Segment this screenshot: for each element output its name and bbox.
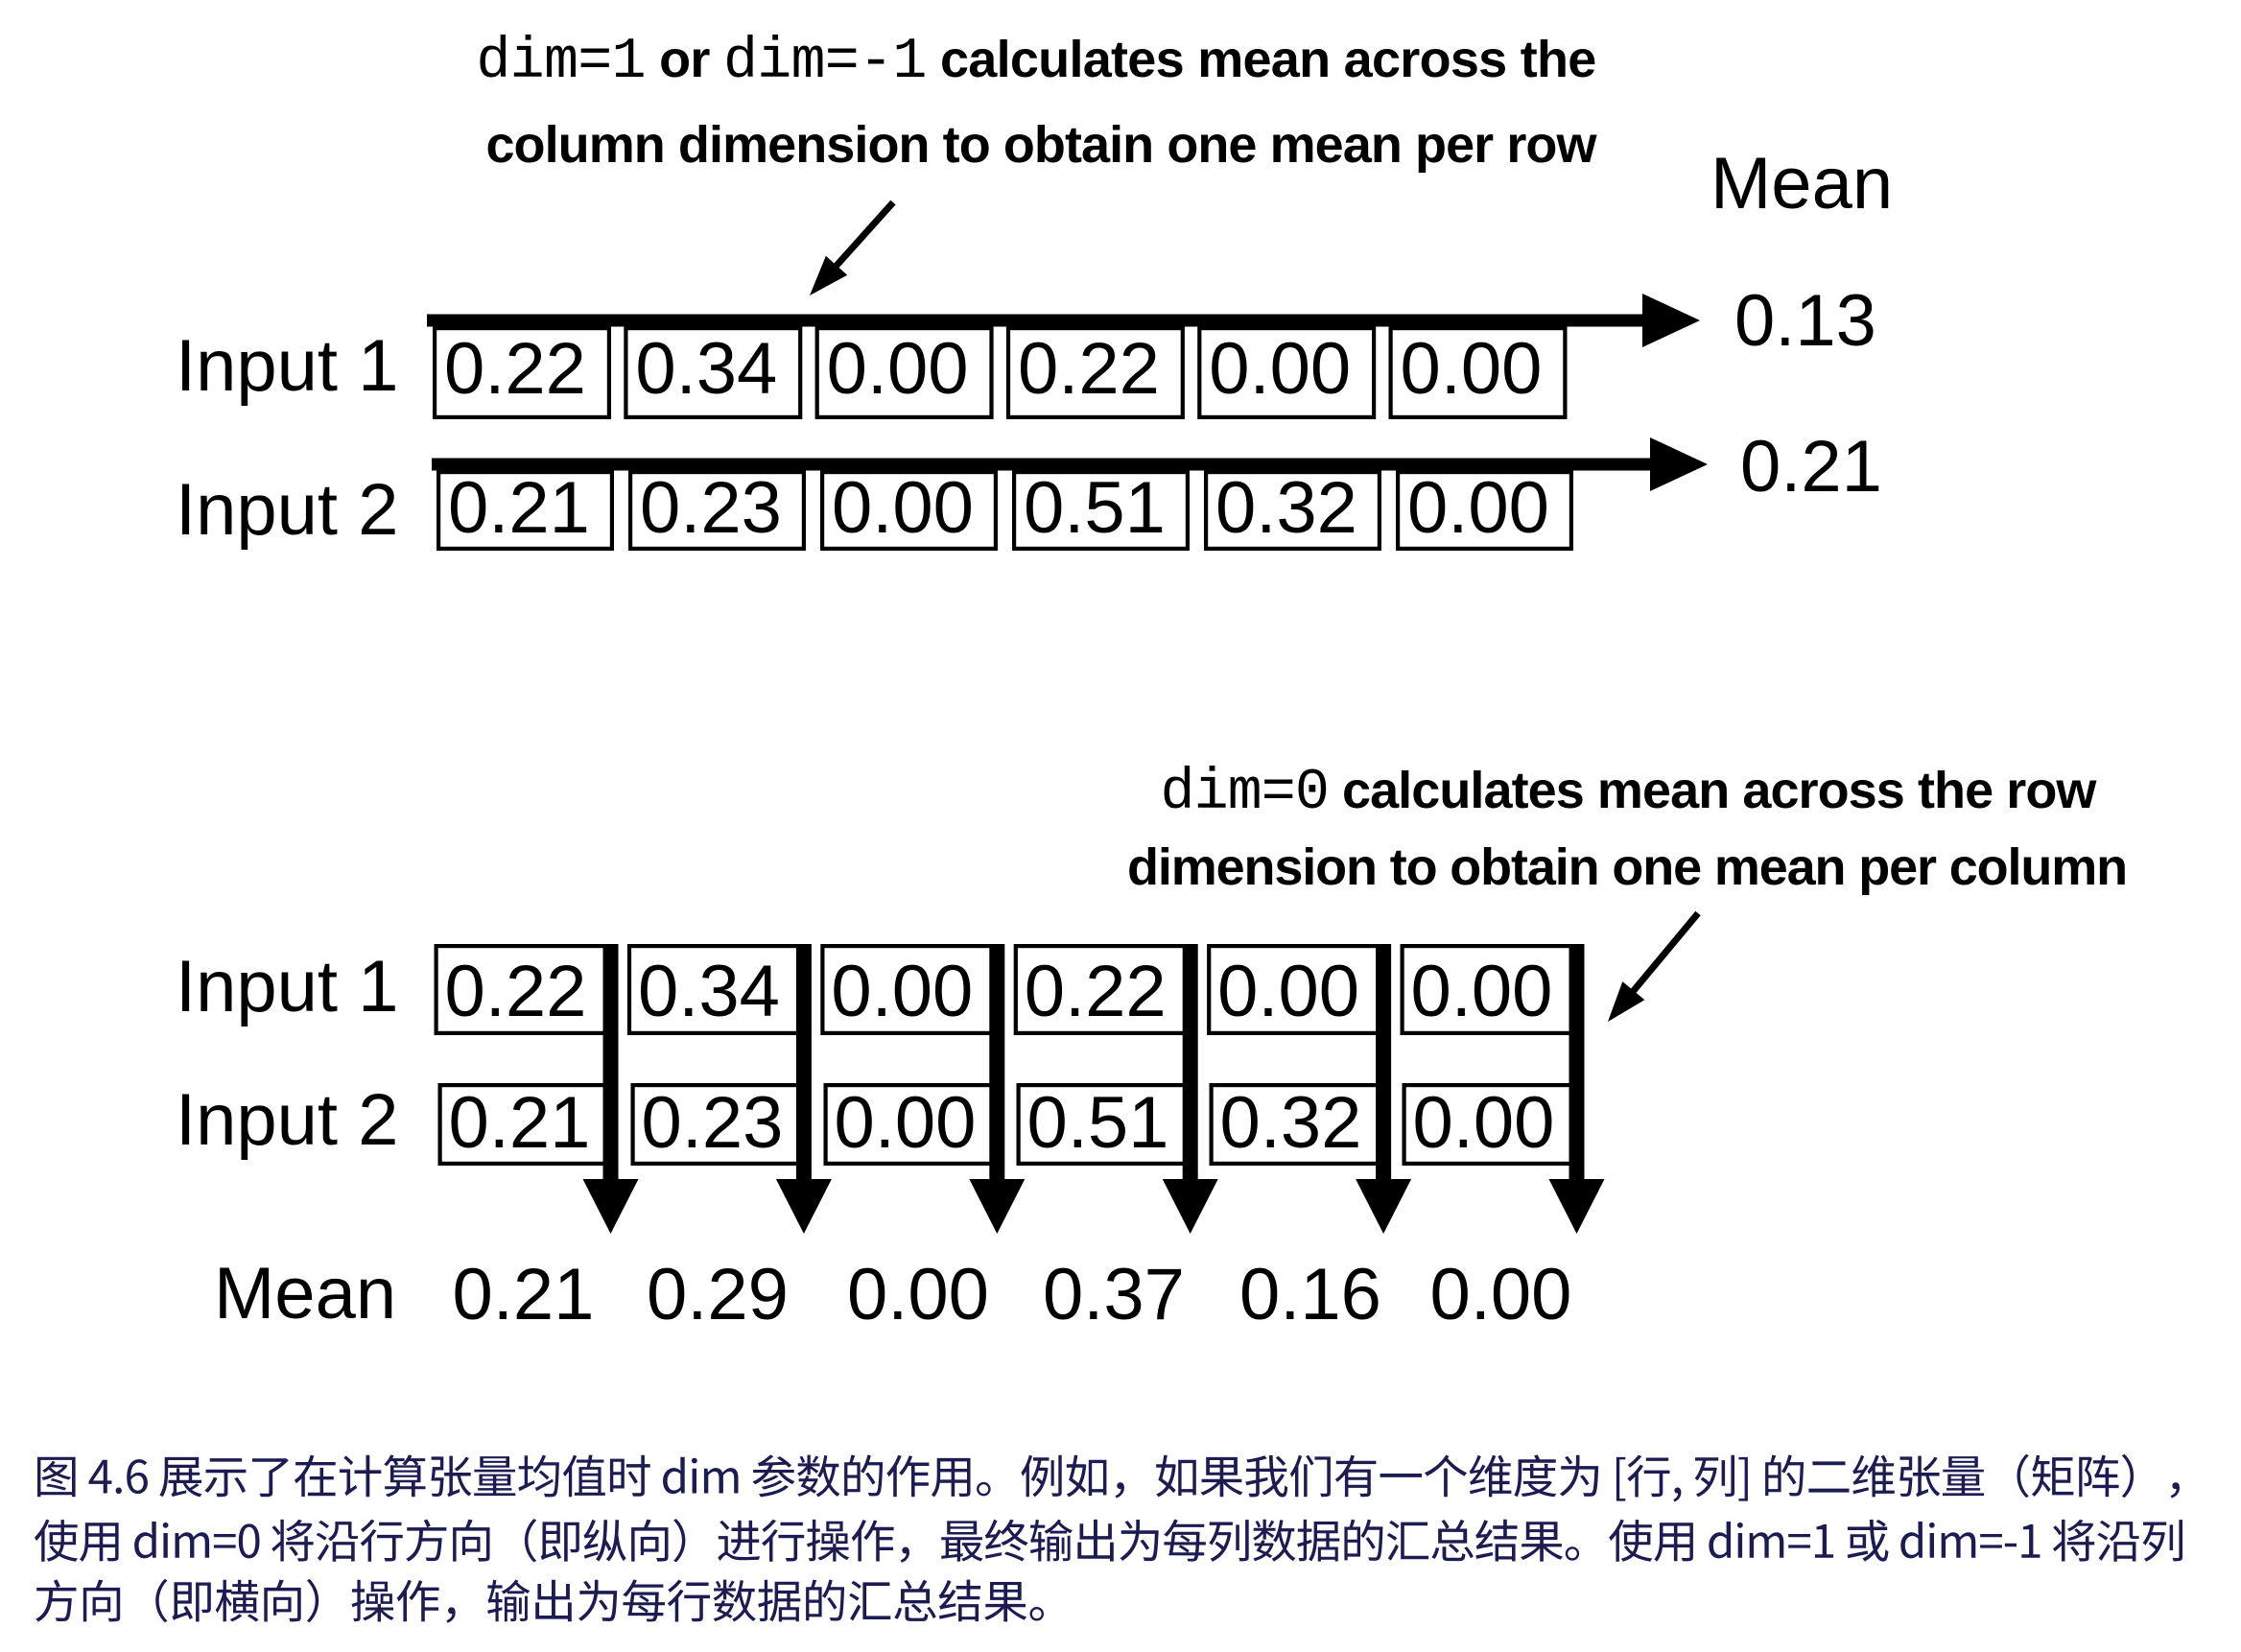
svg-text:0.32: 0.32 (1220, 1082, 1362, 1164)
svg-text:Mean: Mean (214, 1253, 396, 1334)
svg-text:0.00: 0.00 (847, 1254, 989, 1335)
svg-text:0.23: 0.23 (642, 1082, 784, 1164)
svg-text:0.00: 0.00 (827, 328, 969, 410)
svg-text:0.00: 0.00 (1217, 951, 1359, 1032)
svg-text:0.34: 0.34 (635, 328, 777, 410)
svg-text:0.22: 0.22 (1018, 328, 1160, 410)
svg-text:0.37: 0.37 (1043, 1254, 1185, 1335)
svg-text:0.22: 0.22 (1025, 951, 1167, 1032)
svg-text:0.51: 0.51 (1027, 1082, 1169, 1164)
svg-text:Input 1: Input 1 (176, 946, 398, 1027)
svg-text:Mean: Mean (1710, 143, 1893, 224)
svg-text:0.21: 0.21 (453, 1254, 595, 1335)
svg-text:0.21: 0.21 (449, 1082, 591, 1164)
svg-text:dimension to obtain one mean p: dimension to obtain one mean per column (1127, 838, 2127, 896)
svg-text:0.00: 0.00 (835, 1082, 977, 1164)
svg-text:0.00: 0.00 (1407, 467, 1549, 549)
svg-text:dim=0 calculates mean across t: dim=0 calculates mean across the row (1161, 761, 2098, 826)
svg-text:column dimension to obtain one: column dimension to obtain one mean per … (485, 116, 1597, 174)
svg-text:0.13: 0.13 (1734, 280, 1876, 362)
svg-text:0.21: 0.21 (1740, 426, 1882, 507)
svg-text:0.23: 0.23 (640, 467, 782, 549)
svg-text:0.00: 0.00 (832, 467, 974, 549)
svg-text:0.22: 0.22 (444, 328, 586, 410)
svg-text:0.00: 0.00 (1413, 1082, 1555, 1164)
svg-text:0.00: 0.00 (1401, 328, 1543, 410)
svg-text:0.34: 0.34 (638, 951, 780, 1032)
svg-text:0.29: 0.29 (647, 1254, 789, 1335)
svg-text:0.21: 0.21 (448, 467, 590, 549)
svg-text:Input 2: Input 2 (176, 469, 398, 551)
svg-text:dim=1 or dim=-1 calculates mea: dim=1 or dim=-1 calculates mean across t… (476, 30, 1595, 95)
svg-text:0.00: 0.00 (1430, 1254, 1572, 1335)
svg-text:0.00: 0.00 (1209, 328, 1351, 410)
svg-text:0.51: 0.51 (1024, 467, 1166, 549)
svg-text:0.00: 0.00 (1411, 951, 1553, 1032)
svg-text:0.32: 0.32 (1215, 467, 1357, 549)
svg-text:Input 1: Input 1 (176, 325, 398, 407)
svg-text:Input 2: Input 2 (176, 1079, 398, 1161)
svg-text:0.16: 0.16 (1239, 1254, 1381, 1335)
svg-text:0.00: 0.00 (831, 951, 973, 1032)
svg-text:0.22: 0.22 (445, 951, 587, 1032)
